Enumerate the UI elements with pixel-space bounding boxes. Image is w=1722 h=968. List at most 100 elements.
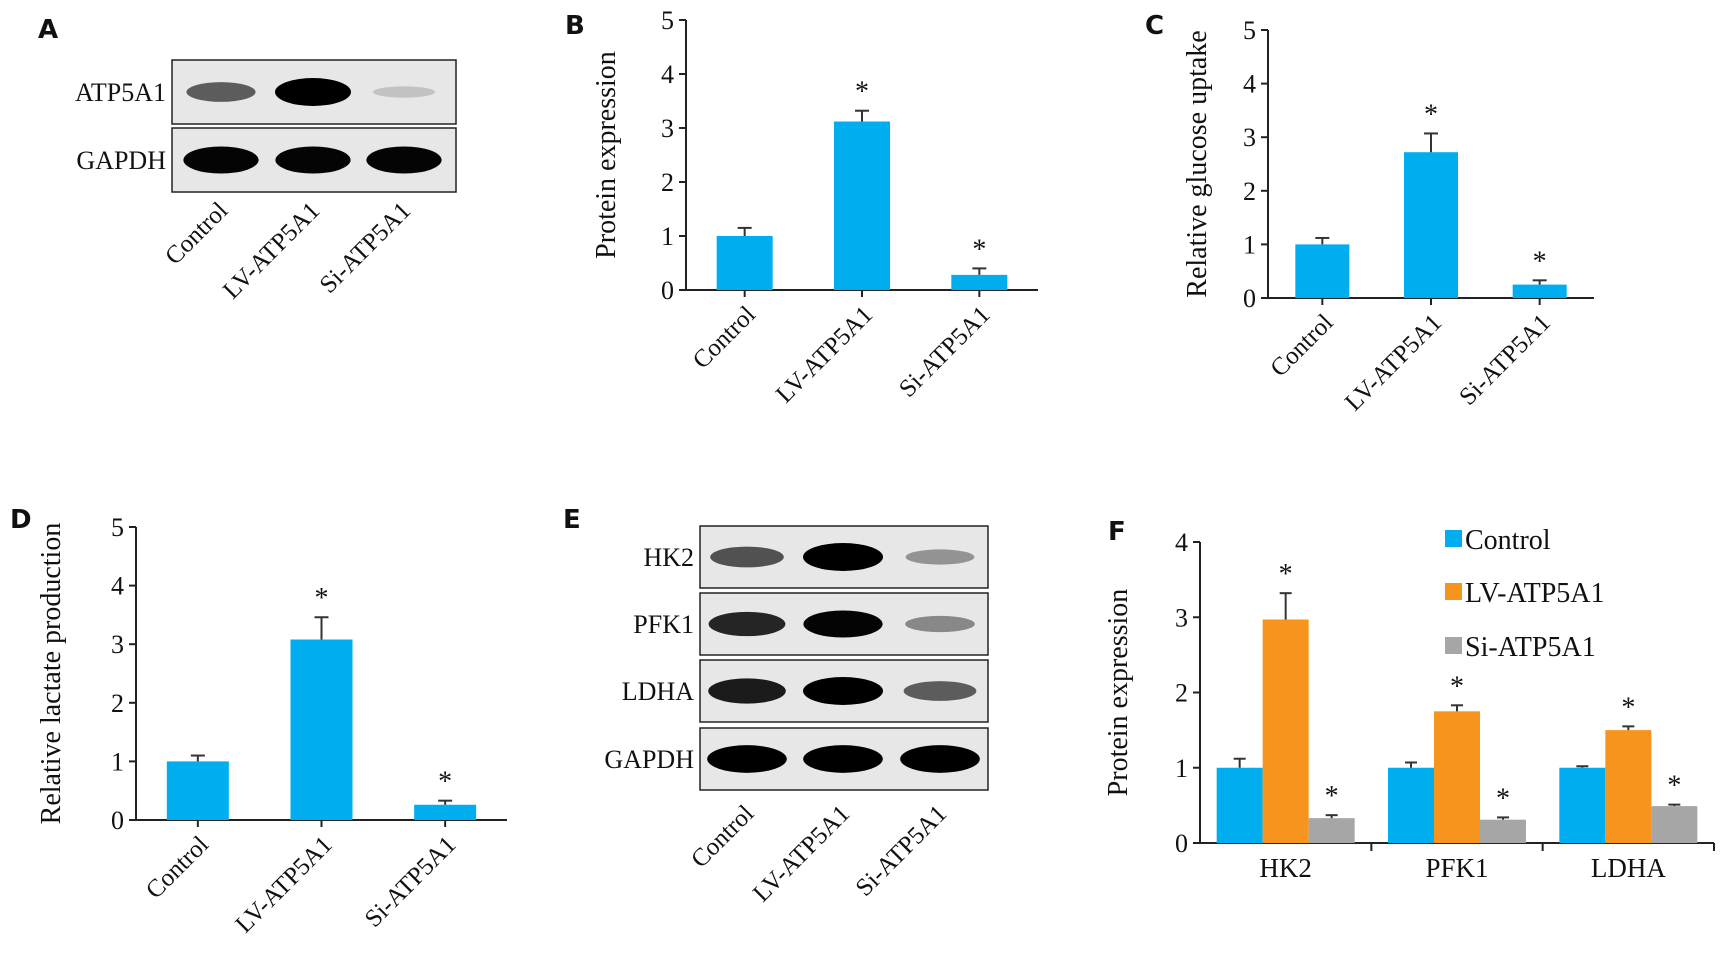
blot-lane-label: Si-ATP5A1 xyxy=(851,800,953,902)
bar xyxy=(1651,806,1698,843)
bar xyxy=(166,761,229,820)
bar xyxy=(951,274,1008,290)
y-tick-label: 1 xyxy=(1175,754,1188,783)
y-tick-label: 2 xyxy=(1243,177,1256,206)
x-tick-label: Si-ATP5A1 xyxy=(1454,309,1556,411)
panel-letter-a: A xyxy=(38,15,58,45)
y-tick-label: 4 xyxy=(661,60,674,89)
bar xyxy=(1404,152,1458,298)
western-blot-e: HK2 PFK1 LDHA GAPDH ControlLV-ATP5A1Si-ATP5A… xyxy=(604,525,989,907)
legend-swatch xyxy=(1445,637,1462,654)
panel-letter-f: F xyxy=(1108,517,1126,547)
significance-mark: * xyxy=(1667,771,1681,802)
y-tick-label: 4 xyxy=(1175,528,1188,557)
y-tick-label: 4 xyxy=(1243,70,1256,99)
x-tick-label: Control xyxy=(141,831,214,904)
significance-mark: * xyxy=(1325,781,1339,812)
bar xyxy=(1605,730,1652,843)
blot-band xyxy=(708,611,786,637)
bar xyxy=(290,639,353,820)
blot-band xyxy=(803,610,883,638)
y-axis-label: Protein expression xyxy=(591,51,622,259)
blot-band xyxy=(803,677,883,705)
blot-lane-label: LV-ATP5A1 xyxy=(748,800,855,907)
blot-band xyxy=(905,615,975,633)
panel-letter-b: B xyxy=(565,11,585,41)
significance-mark: * xyxy=(315,583,329,614)
bar xyxy=(1216,767,1263,843)
significance-mark: * xyxy=(1496,783,1510,814)
grouped-bar-chart-f: 0 1 2 3 4 Protein expression * * HK2 * * PFK1 * * LDHA… xyxy=(1103,525,1715,883)
y-tick-label: 2 xyxy=(661,168,674,197)
y-tick-label: 0 xyxy=(1243,284,1256,313)
y-tick-label: 3 xyxy=(1243,123,1256,152)
x-tick-label: Si-ATP5A1 xyxy=(894,301,996,403)
bar xyxy=(1308,818,1355,843)
bar-chart-b: 0 1 2 3 4 5 Protein expression Control * LV-ATP5A… xyxy=(591,6,1038,408)
x-tick-label: LV-ATP5A1 xyxy=(231,831,338,938)
significance-mark: * xyxy=(1533,246,1547,277)
legend-swatch xyxy=(1445,583,1462,600)
significance-mark: * xyxy=(1450,671,1464,702)
x-tick-label: PFK1 xyxy=(1425,853,1488,883)
y-axis-label: Relative lactate production xyxy=(36,523,67,825)
blot-lane-label: Control xyxy=(686,800,759,873)
significance-mark: * xyxy=(438,767,452,798)
x-tick-label: Control xyxy=(688,301,761,374)
y-tick-label: 5 xyxy=(111,513,124,542)
legend-label: Control xyxy=(1465,525,1551,556)
x-tick-label: LDHA xyxy=(1591,853,1666,883)
blot-lane-label: Control xyxy=(160,197,233,270)
blot-band xyxy=(710,546,784,568)
y-tick-label: 5 xyxy=(1243,16,1256,45)
y-tick-label: 0 xyxy=(1175,829,1188,858)
significance-mark: * xyxy=(1424,99,1438,130)
panel-letter-c: C xyxy=(1145,11,1164,41)
blot-row-label: HK2 xyxy=(643,543,694,572)
blot-lane-label: Si-ATP5A1 xyxy=(315,197,417,299)
panel-letter-e: E xyxy=(563,505,581,535)
bar xyxy=(1295,244,1350,298)
bar xyxy=(1388,767,1434,843)
y-tick-label: 3 xyxy=(111,630,124,659)
bar xyxy=(716,236,773,290)
y-tick-label: 0 xyxy=(111,806,124,835)
y-tick-label: 1 xyxy=(111,747,124,776)
y-tick-label: 2 xyxy=(111,689,124,718)
blot-band xyxy=(803,543,883,571)
bar xyxy=(834,121,890,291)
panel-letter-d: D xyxy=(10,505,32,535)
y-tick-label: 0 xyxy=(661,276,674,305)
blot-band xyxy=(275,78,351,106)
blot-band xyxy=(903,681,977,701)
significance-mark: * xyxy=(1279,559,1293,590)
bar xyxy=(1262,619,1309,843)
x-tick-label: LV-ATP5A1 xyxy=(1340,309,1447,416)
blot-band xyxy=(275,146,351,174)
legend-label: LV-ATP5A1 xyxy=(1465,578,1605,609)
blot-band xyxy=(183,146,259,174)
significance-mark: * xyxy=(855,77,869,108)
blot-band xyxy=(905,549,975,565)
bar-chart-d: 0 1 2 3 4 5 Relative lactate production Control… xyxy=(36,513,507,938)
y-tick-label: 4 xyxy=(111,572,124,601)
y-tick-label: 1 xyxy=(1243,230,1256,259)
y-axis-label: Relative glucose uptake xyxy=(1182,30,1213,297)
bar xyxy=(1480,819,1526,843)
bar xyxy=(1434,711,1480,843)
blot-band xyxy=(707,745,787,773)
y-tick-label: 3 xyxy=(661,114,674,143)
x-tick-label: HK2 xyxy=(1259,853,1312,883)
bar xyxy=(414,804,477,820)
blot-row-label: GAPDH xyxy=(604,745,694,774)
blot-band xyxy=(708,678,786,704)
y-tick-label: 1 xyxy=(661,222,674,251)
blot-band xyxy=(803,745,883,773)
blot-band xyxy=(372,86,436,98)
blot-band xyxy=(366,146,442,174)
blot-lane-label: LV-ATP5A1 xyxy=(218,197,325,304)
blot-row-label: PFK1 xyxy=(633,610,694,639)
legend-swatch xyxy=(1445,530,1462,547)
